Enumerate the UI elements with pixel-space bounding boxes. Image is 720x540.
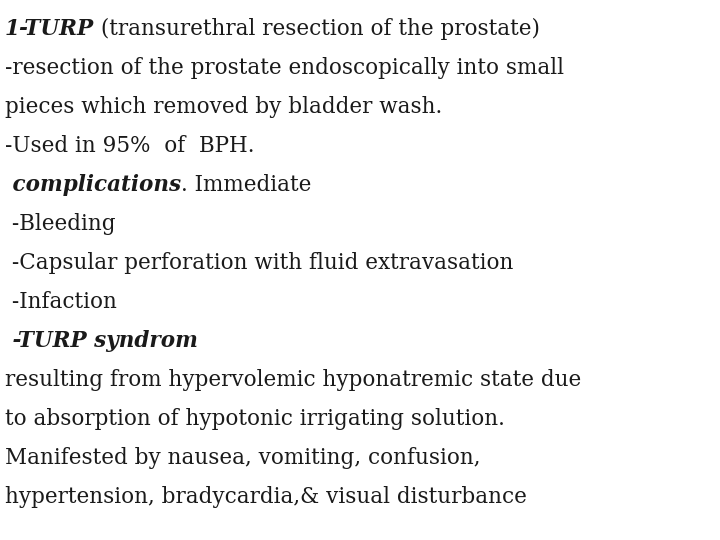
Text: -Capsular perforation with fluid extravasation: -Capsular perforation with fluid extrava… — [5, 252, 513, 274]
Text: to absorption of hypotonic irrigating solution.: to absorption of hypotonic irrigating so… — [5, 408, 505, 430]
Text: -Bleeding: -Bleeding — [5, 213, 116, 235]
Text: 1-TURP: 1-TURP — [5, 18, 94, 40]
Text: -resection of the prostate endoscopically into small: -resection of the prostate endoscopicall… — [5, 57, 564, 79]
Text: hypertension, bradycardia,& visual disturbance: hypertension, bradycardia,& visual distu… — [5, 486, 527, 508]
Text: resulting from hypervolemic hyponatremic state due: resulting from hypervolemic hyponatremic… — [5, 369, 581, 391]
Text: pieces which removed by bladder wash.: pieces which removed by bladder wash. — [5, 96, 442, 118]
Text: Manifested by nausea, vomiting, confusion,: Manifested by nausea, vomiting, confusio… — [5, 447, 480, 469]
Text: -Infaction: -Infaction — [5, 291, 117, 313]
Text: -Used in 95%  of  BPH.: -Used in 95% of BPH. — [5, 135, 254, 157]
Text: complications: complications — [5, 174, 181, 196]
Text: (transurethral resection of the prostate): (transurethral resection of the prostate… — [94, 18, 540, 40]
Text: . Immediate: . Immediate — [181, 174, 312, 196]
Text: -TURP syndrom: -TURP syndrom — [5, 330, 198, 352]
